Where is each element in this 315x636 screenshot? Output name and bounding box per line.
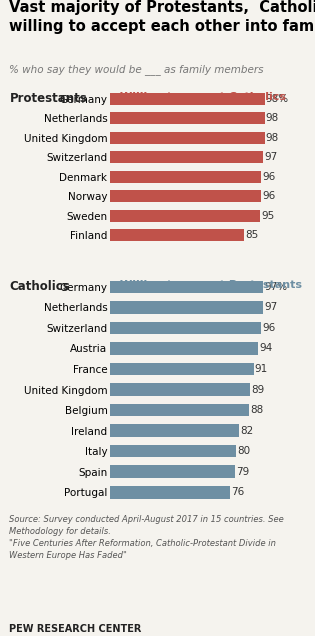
Bar (110, 363, 254, 375)
Bar (110, 280, 263, 293)
Text: Vast majority of Protestants,  Catholics
willing to accept each other into famil: Vast majority of Protestants, Catholics … (9, 0, 315, 34)
Bar (110, 170, 261, 183)
Text: 98: 98 (266, 133, 279, 142)
Text: 98: 98 (266, 113, 279, 123)
Text: 97%: 97% (264, 282, 287, 292)
Bar (110, 151, 263, 163)
Text: 82: 82 (241, 425, 254, 436)
Bar (110, 93, 265, 105)
Bar (110, 404, 249, 417)
Text: Source: Survey conducted April-August 2017 in 15 countries. See
Methodology for : Source: Survey conducted April-August 20… (9, 515, 284, 560)
Text: % who say they would be ___ as family members: % who say they would be ___ as family me… (9, 64, 264, 76)
Bar (110, 210, 260, 222)
Text: 79: 79 (236, 467, 249, 476)
Text: 97: 97 (264, 152, 278, 162)
Text: 76: 76 (231, 487, 244, 497)
Text: 96: 96 (263, 191, 276, 201)
Bar (110, 301, 263, 314)
Bar (110, 190, 261, 202)
Bar (110, 445, 236, 457)
Text: 95: 95 (261, 211, 274, 221)
Bar (110, 322, 261, 335)
Bar (110, 424, 239, 437)
Text: 89: 89 (252, 385, 265, 394)
Text: 91: 91 (255, 364, 268, 374)
Text: 85: 85 (245, 230, 259, 240)
Text: PEW RESEARCH CENTER: PEW RESEARCH CENTER (9, 623, 142, 633)
Text: 94: 94 (260, 343, 273, 354)
Bar (110, 342, 258, 355)
Text: 96: 96 (263, 323, 276, 333)
Bar (110, 229, 244, 241)
Bar (110, 486, 230, 499)
Bar (110, 383, 250, 396)
Text: Willing to accept Catholics: Willing to accept Catholics (120, 92, 286, 102)
Bar (110, 112, 265, 124)
Bar (110, 466, 235, 478)
Bar (110, 132, 265, 144)
Text: 97: 97 (264, 303, 278, 312)
Text: Catholics: Catholics (9, 280, 70, 293)
Text: 88: 88 (250, 405, 263, 415)
Text: 80: 80 (238, 446, 251, 456)
Text: Willing to accept Protestants: Willing to accept Protestants (120, 280, 302, 290)
Text: 96: 96 (263, 172, 276, 182)
Text: 98%: 98% (266, 93, 289, 104)
Text: Protestants: Protestants (9, 92, 87, 105)
